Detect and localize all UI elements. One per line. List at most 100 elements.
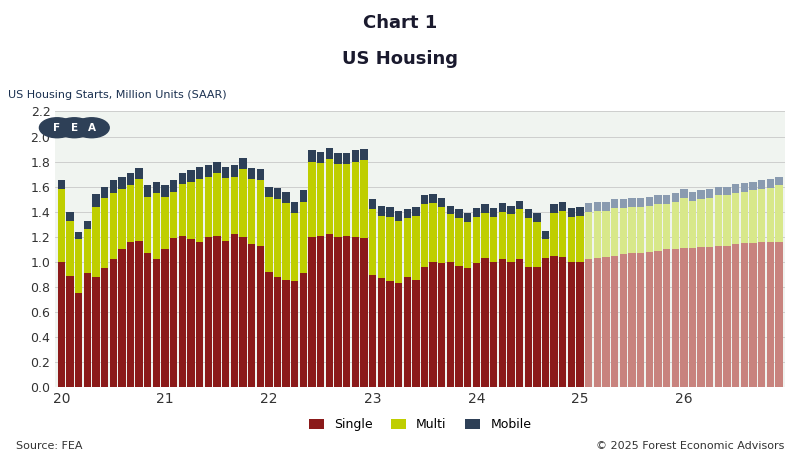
Bar [378, 206, 385, 216]
Bar [101, 198, 108, 268]
Bar [127, 185, 134, 242]
Bar [352, 237, 359, 387]
Bar [680, 189, 687, 198]
Bar [84, 273, 91, 387]
Bar [594, 202, 601, 211]
Bar [533, 213, 541, 222]
Bar [187, 182, 194, 239]
Bar [438, 198, 446, 207]
Bar [723, 246, 730, 387]
Bar [585, 212, 593, 260]
Bar [421, 204, 428, 267]
Bar [620, 199, 627, 208]
Bar [482, 258, 489, 387]
Bar [386, 207, 394, 217]
Bar [498, 260, 506, 387]
Bar [110, 180, 117, 193]
Bar [265, 187, 273, 197]
Bar [317, 236, 324, 387]
Text: A: A [88, 123, 96, 133]
Bar [222, 178, 230, 241]
Bar [326, 148, 333, 159]
Bar [577, 216, 584, 262]
Bar [144, 253, 151, 387]
Bar [222, 167, 230, 178]
Bar [490, 208, 498, 217]
Bar [550, 204, 558, 213]
Bar [178, 184, 186, 236]
Bar [706, 198, 714, 247]
Bar [516, 260, 523, 387]
Bar [602, 257, 610, 387]
Bar [334, 237, 342, 387]
Bar [66, 221, 74, 276]
Bar [205, 165, 212, 177]
Bar [750, 190, 757, 243]
Bar [611, 199, 618, 208]
Bar [257, 180, 264, 246]
Bar [92, 207, 100, 277]
Bar [594, 211, 601, 258]
Bar [620, 255, 627, 387]
Bar [196, 242, 203, 387]
Bar [689, 192, 696, 201]
Bar [343, 153, 350, 164]
Bar [343, 164, 350, 236]
Bar [723, 196, 730, 246]
Text: Source: FEA: Source: FEA [16, 441, 82, 451]
Bar [395, 283, 402, 387]
Bar [637, 207, 644, 253]
Bar [438, 207, 446, 263]
Bar [628, 207, 636, 253]
Bar [84, 221, 91, 229]
Bar [758, 180, 766, 189]
Bar [490, 217, 498, 262]
Bar [577, 262, 584, 387]
Bar [378, 216, 385, 278]
Bar [482, 213, 489, 258]
Bar [611, 208, 618, 255]
Bar [118, 189, 126, 250]
Bar [689, 248, 696, 387]
Bar [628, 198, 636, 207]
Bar [446, 262, 454, 387]
Bar [542, 239, 549, 258]
Bar [257, 169, 264, 180]
Bar [300, 202, 307, 273]
Bar [646, 252, 653, 387]
Bar [680, 198, 687, 248]
Bar [714, 187, 722, 196]
Bar [214, 236, 221, 387]
Bar [66, 276, 74, 387]
Bar [758, 242, 766, 387]
Bar [559, 211, 566, 257]
Bar [464, 213, 471, 222]
Bar [135, 168, 143, 179]
Bar [58, 189, 65, 262]
Bar [671, 193, 679, 202]
Bar [732, 245, 739, 387]
Bar [265, 197, 273, 272]
Bar [421, 196, 428, 204]
Bar [766, 179, 774, 188]
Bar [230, 177, 238, 234]
Bar [205, 237, 212, 387]
Bar [490, 262, 498, 387]
Bar [230, 165, 238, 177]
Bar [525, 209, 532, 218]
Bar [162, 250, 169, 387]
Bar [178, 236, 186, 387]
Bar [750, 182, 757, 190]
Text: F: F [54, 123, 61, 133]
Bar [750, 243, 757, 387]
Bar [594, 258, 601, 387]
Bar [741, 183, 748, 192]
Bar [178, 173, 186, 184]
Bar [403, 218, 411, 277]
Bar [455, 266, 462, 387]
Bar [412, 280, 419, 387]
Bar [455, 218, 462, 266]
Bar [214, 162, 221, 173]
Bar [75, 239, 82, 294]
Text: Chart 1: Chart 1 [363, 14, 437, 32]
